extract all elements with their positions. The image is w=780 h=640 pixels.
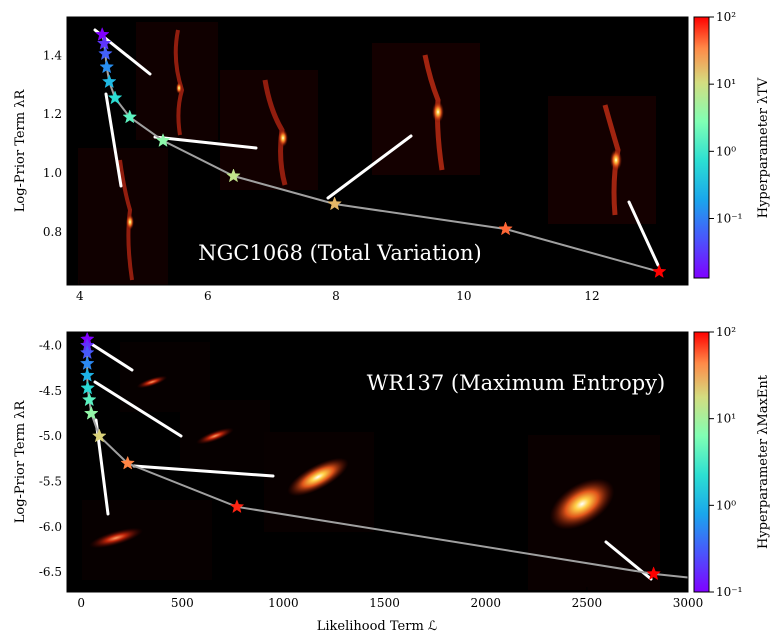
x-tick-label: 2000 [470, 596, 501, 610]
data-point-star [94, 27, 110, 41]
inset-image-core [126, 214, 134, 230]
data-point-star [96, 35, 112, 50]
data-point-star [98, 46, 113, 61]
data-point-star [226, 168, 241, 183]
x-tick-label: 1500 [369, 596, 400, 610]
inset-image-blob [549, 478, 615, 530]
data-point-star [646, 566, 661, 581]
data-point-star [229, 499, 245, 514]
x-ticks-bottom: 0 500 1000 1500 2000 2500 3000 [77, 332, 703, 610]
data-point-star [92, 428, 107, 443]
x-tick-label: 4 [76, 289, 84, 303]
x-tick-label: 1000 [268, 596, 299, 610]
y-tick-label: -4.0 [39, 339, 62, 353]
x-tick-label: 3000 [673, 596, 704, 610]
x-tick-label: 12 [584, 289, 599, 303]
colorbar-tick-label: 10⁻¹ [716, 585, 742, 599]
data-point-star [107, 90, 123, 105]
inset-images-top [78, 22, 656, 285]
series-markers-top [94, 27, 667, 278]
y-tick-label: -4.5 [39, 384, 62, 398]
leader-line [93, 380, 183, 438]
data-point-star [81, 392, 97, 407]
data-point-star [122, 109, 138, 124]
data-point-star [83, 405, 99, 420]
x-tick-label: 2500 [572, 596, 603, 610]
leader-line [326, 134, 413, 200]
data-point-star [120, 455, 135, 470]
data-point-star [101, 74, 117, 89]
colorbar-ticks-top: 10⁻¹ 10⁰ 10¹ 10² [709, 10, 742, 225]
plot-frame-top [66, 16, 689, 286]
data-point-star [80, 380, 95, 395]
inset-image [548, 96, 656, 224]
series-markers-bottom [79, 331, 661, 581]
data-point-star [79, 367, 95, 382]
leader-line [153, 135, 258, 150]
colorbar-tick-label: 10⁻¹ [716, 211, 742, 225]
colorbar-top [693, 16, 710, 279]
chart-title-top: NGC1068 (Total Variation) [198, 241, 481, 265]
y-tick-label: -6.0 [39, 520, 62, 534]
y-axis-label-bottom: Log-Prior Term λR [13, 400, 28, 524]
inset-image-jet [422, 54, 445, 171]
colorbar-bottom [693, 331, 710, 593]
data-point-star [155, 132, 171, 147]
colorbar-ticks-bottom: 10⁻¹ 10⁰ 10¹ 10² [709, 325, 742, 599]
y-tick-label: -6.5 [39, 565, 62, 579]
x-tick-label: 8 [332, 289, 340, 303]
inset-image-blob [196, 427, 234, 445]
panel-top: NGC1068 (Total Variation) 4 6 8 10 12 0.8 1.0… [13, 10, 771, 303]
y-tick-label: 1.0 [43, 166, 62, 180]
colorbar-tick-label: 10⁰ [716, 498, 736, 512]
y-axis-label-top: Log-Prior Term λR [13, 89, 28, 213]
x-tick-label: 6 [204, 289, 212, 303]
inset-image-core [432, 101, 444, 123]
data-point-star [99, 59, 115, 74]
y-tick-label: -5.5 [39, 474, 62, 488]
data-point-star [498, 221, 513, 236]
inset-image-core [278, 129, 288, 147]
y-tick-label: -5.0 [39, 429, 62, 443]
inset-image-blob [89, 527, 143, 549]
inset-image-blob [136, 375, 168, 389]
panel-bottom: WR137 (Maximum Entropy) 0 500 1000 1500 2000… [13, 325, 771, 634]
colorbar-label-top: Hyperparameter λTV [756, 77, 771, 218]
colorbar-label-bottom: Hyperparameter λMaxEnt [756, 374, 771, 549]
x-tick-label: 10 [456, 289, 471, 303]
inset-image-core [176, 82, 182, 94]
inset-image-jet [118, 159, 134, 281]
colorbar-tick-label: 10⁰ [716, 144, 736, 158]
colorbar-tick-label: 10² [716, 10, 736, 24]
data-point-star [79, 345, 95, 360]
leader-line [627, 200, 660, 267]
leader-line [91, 343, 134, 372]
data-point-star [79, 355, 95, 370]
plot-frame-bottom [66, 331, 689, 593]
y-ticks-bottom: -4.0 -4.5 -5.0 -5.5 -6.0 -6.5 [39, 339, 688, 579]
chart-title-bottom: WR137 (Maximum Entropy) [367, 371, 665, 395]
inset-image-core [610, 149, 622, 171]
inset-image-blob [287, 457, 349, 497]
colorbar-tick-label: 10¹ [716, 77, 736, 91]
x-tick-label: 0 [77, 596, 85, 610]
inset-image-jet [173, 29, 185, 136]
data-point-star [327, 196, 342, 211]
colorbar-tick-label: 10² [716, 325, 736, 339]
leader-line [104, 92, 123, 188]
x-tick-label: 500 [171, 596, 194, 610]
x-ticks-top: 4 6 8 10 12 [76, 17, 600, 303]
leader-line [132, 464, 275, 478]
colorbar-tick-label: 10¹ [716, 412, 736, 426]
y-tick-label: 1.4 [43, 48, 62, 62]
x-axis-label: Likelihood Term ℒ [317, 619, 438, 634]
y-ticks-top: 0.8 1.0 1.2 1.4 [43, 48, 688, 239]
y-tick-label: 1.2 [43, 107, 62, 121]
y-tick-label: 0.8 [43, 225, 62, 239]
data-point-star [651, 264, 667, 278]
